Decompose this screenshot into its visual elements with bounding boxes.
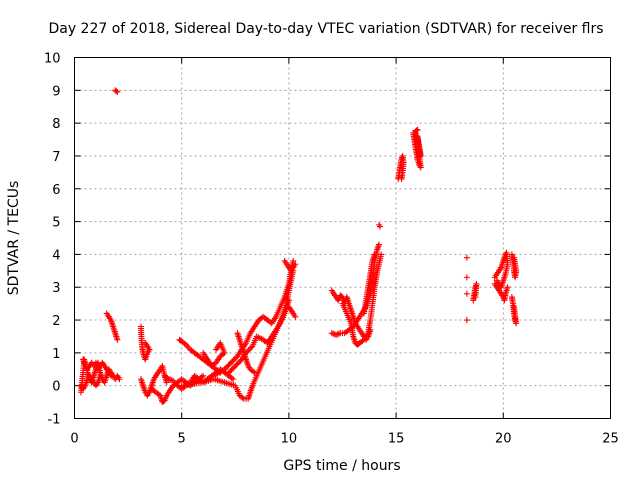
data-points — [77, 87, 520, 406]
y-tick-label: 10 — [44, 52, 61, 67]
data-point — [285, 297, 292, 304]
grid — [74, 57, 611, 419]
data-point — [142, 340, 149, 347]
data-point — [229, 365, 236, 372]
data-point — [511, 254, 518, 261]
data-point — [116, 376, 123, 383]
axis-ticks: 0 5 10 15 20 25 -1 0 1 2 3 4 5 6 7 8 9 10 — [44, 52, 619, 447]
data-point — [251, 369, 258, 376]
x-tick-label: 20 — [495, 432, 512, 447]
data-point — [236, 359, 243, 366]
y-axis-label: SDTVAR / TECUs — [6, 181, 22, 296]
y-tick-label: 3 — [52, 281, 60, 296]
y-tick-label: 4 — [52, 248, 60, 263]
data-point — [290, 257, 297, 264]
data-point — [224, 363, 231, 370]
data-point — [221, 366, 228, 373]
data-point — [233, 361, 240, 368]
data-point — [228, 375, 235, 382]
data-point — [114, 336, 121, 343]
data-point — [228, 359, 235, 366]
data-point — [292, 261, 299, 268]
y-tick-label: 9 — [52, 84, 60, 99]
data-point — [230, 376, 237, 383]
data-point — [493, 277, 500, 284]
x-axis-label: GPS time / hours — [283, 458, 400, 474]
data-point — [226, 361, 233, 368]
data-point — [220, 350, 227, 357]
data-point — [181, 340, 188, 347]
data-point — [463, 274, 470, 281]
x-tick-label: 0 — [70, 432, 78, 447]
data-point — [213, 346, 220, 353]
data-point — [504, 284, 511, 291]
plot-frame — [74, 57, 611, 419]
data-point — [472, 294, 479, 301]
x-tick-label: 15 — [388, 432, 405, 447]
data-point — [231, 355, 238, 362]
data-point — [234, 360, 241, 367]
data-point — [375, 241, 382, 248]
data-point — [225, 369, 232, 376]
data-point — [377, 223, 384, 230]
x-tick-label: 5 — [178, 432, 186, 447]
x-tick-label: 10 — [281, 432, 298, 447]
y-tick-label: 2 — [52, 314, 60, 329]
data-point — [511, 303, 518, 310]
data-point — [113, 88, 120, 95]
x-tick-label: 25 — [602, 432, 619, 447]
data-point — [413, 127, 420, 134]
data-point — [230, 357, 237, 364]
data-point — [229, 358, 236, 365]
data-point — [97, 372, 104, 379]
data-point — [200, 372, 207, 379]
data-point — [227, 368, 234, 375]
data-point — [245, 347, 252, 354]
data-point — [250, 368, 257, 375]
data-point — [228, 366, 235, 373]
data-point — [463, 254, 470, 261]
y-tick-label: -1 — [48, 413, 61, 428]
data-point — [398, 175, 405, 182]
data-point — [107, 372, 114, 379]
data-point — [231, 364, 238, 371]
data-point — [225, 362, 232, 369]
data-point — [239, 394, 246, 401]
data-point — [292, 313, 299, 320]
data-point — [463, 317, 470, 324]
data-point — [232, 362, 239, 369]
data-point — [163, 379, 170, 386]
y-tick-label: 6 — [52, 183, 60, 198]
data-point — [378, 251, 385, 258]
data-point — [414, 126, 421, 133]
y-tick-label: 0 — [52, 380, 60, 395]
data-point — [222, 364, 229, 371]
data-point — [248, 344, 255, 351]
y-tick-label: 7 — [52, 150, 60, 165]
data-point — [463, 290, 470, 297]
data-point — [371, 251, 378, 258]
y-tick-label: 8 — [52, 117, 60, 132]
data-point — [246, 345, 253, 352]
chart-title: Day 227 of 2018, Sidereal Day-to-day VTE… — [48, 21, 603, 37]
y-tick-label: 1 — [52, 347, 60, 362]
data-point — [114, 88, 121, 95]
y-tick-label: 5 — [52, 216, 60, 231]
